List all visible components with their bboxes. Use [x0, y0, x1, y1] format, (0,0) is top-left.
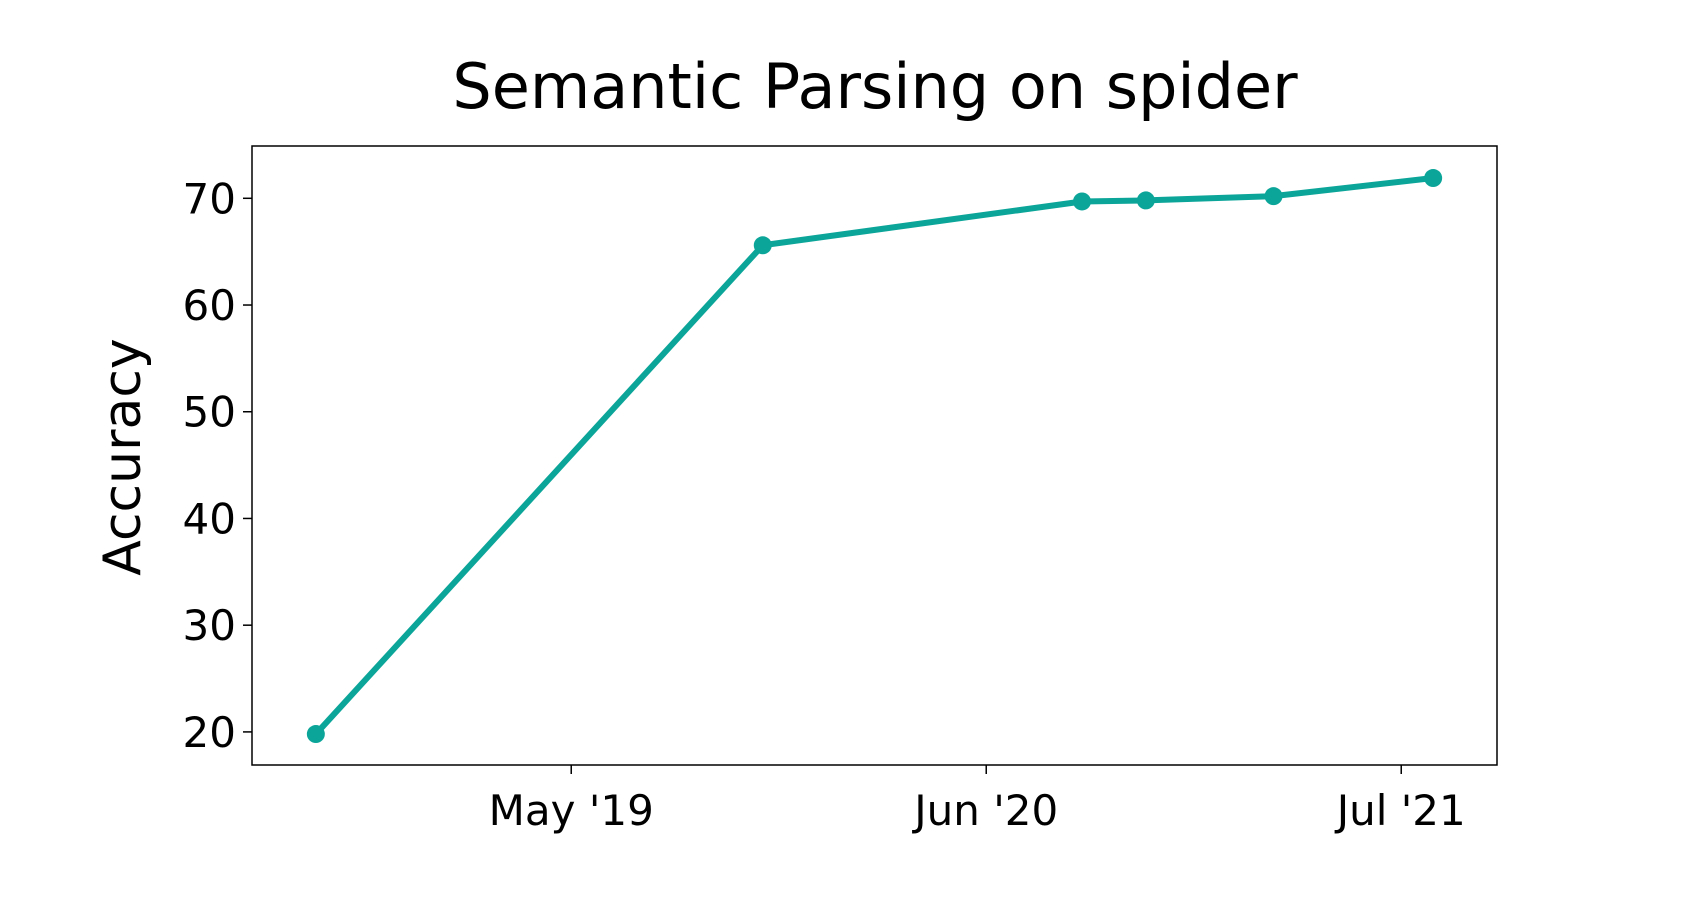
line — [313, 175, 1434, 737]
x-tick-label: Jun '20 — [911, 786, 1058, 835]
y-tick-label: 40 — [183, 494, 236, 543]
point — [306, 725, 325, 744]
y-tick-label: 70 — [183, 174, 236, 223]
chart-title: Semantic Parsing on spider — [452, 50, 1298, 123]
x-tick-label: May '19 — [489, 786, 654, 835]
y-tick-label: 20 — [183, 708, 236, 757]
point — [1424, 169, 1443, 188]
y-tick-label: 30 — [183, 601, 236, 650]
y-tick-label: 50 — [183, 388, 236, 437]
plot-frame — [251, 145, 1498, 766]
x-tick-label: Jul '21 — [1334, 786, 1466, 835]
y-axis-label: Accuracy — [93, 338, 153, 575]
point — [1073, 192, 1091, 211]
point — [1264, 187, 1283, 206]
point — [1136, 191, 1155, 210]
point — [753, 236, 772, 255]
y-tick-label: 60 — [183, 281, 236, 330]
